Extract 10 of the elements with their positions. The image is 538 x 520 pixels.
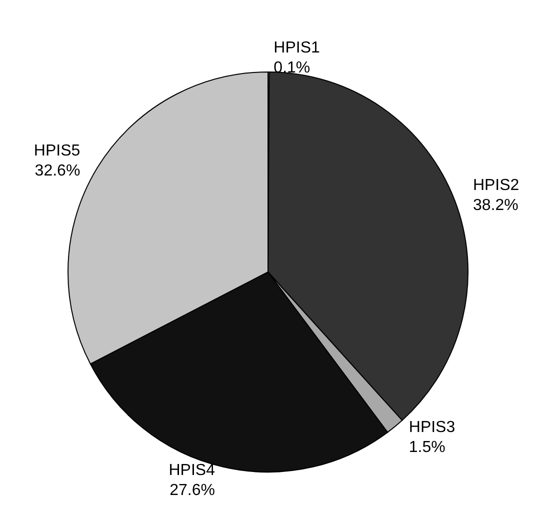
data-label: 32.6% [34, 162, 80, 180]
data-label: 38.2% [472, 197, 518, 214]
slice-label: HPIS1 [274, 40, 320, 56]
slice-label: HPIS4 [168, 462, 216, 480]
data-label: 27.6% [170, 482, 216, 500]
data-label: 1.5% [408, 438, 446, 456]
slice-label: HPIS2 [472, 177, 520, 194]
data-label: 0.1% [274, 60, 310, 76]
slice-label: HPIS5 [34, 142, 80, 160]
slice-label: HPIS3 [408, 418, 456, 436]
